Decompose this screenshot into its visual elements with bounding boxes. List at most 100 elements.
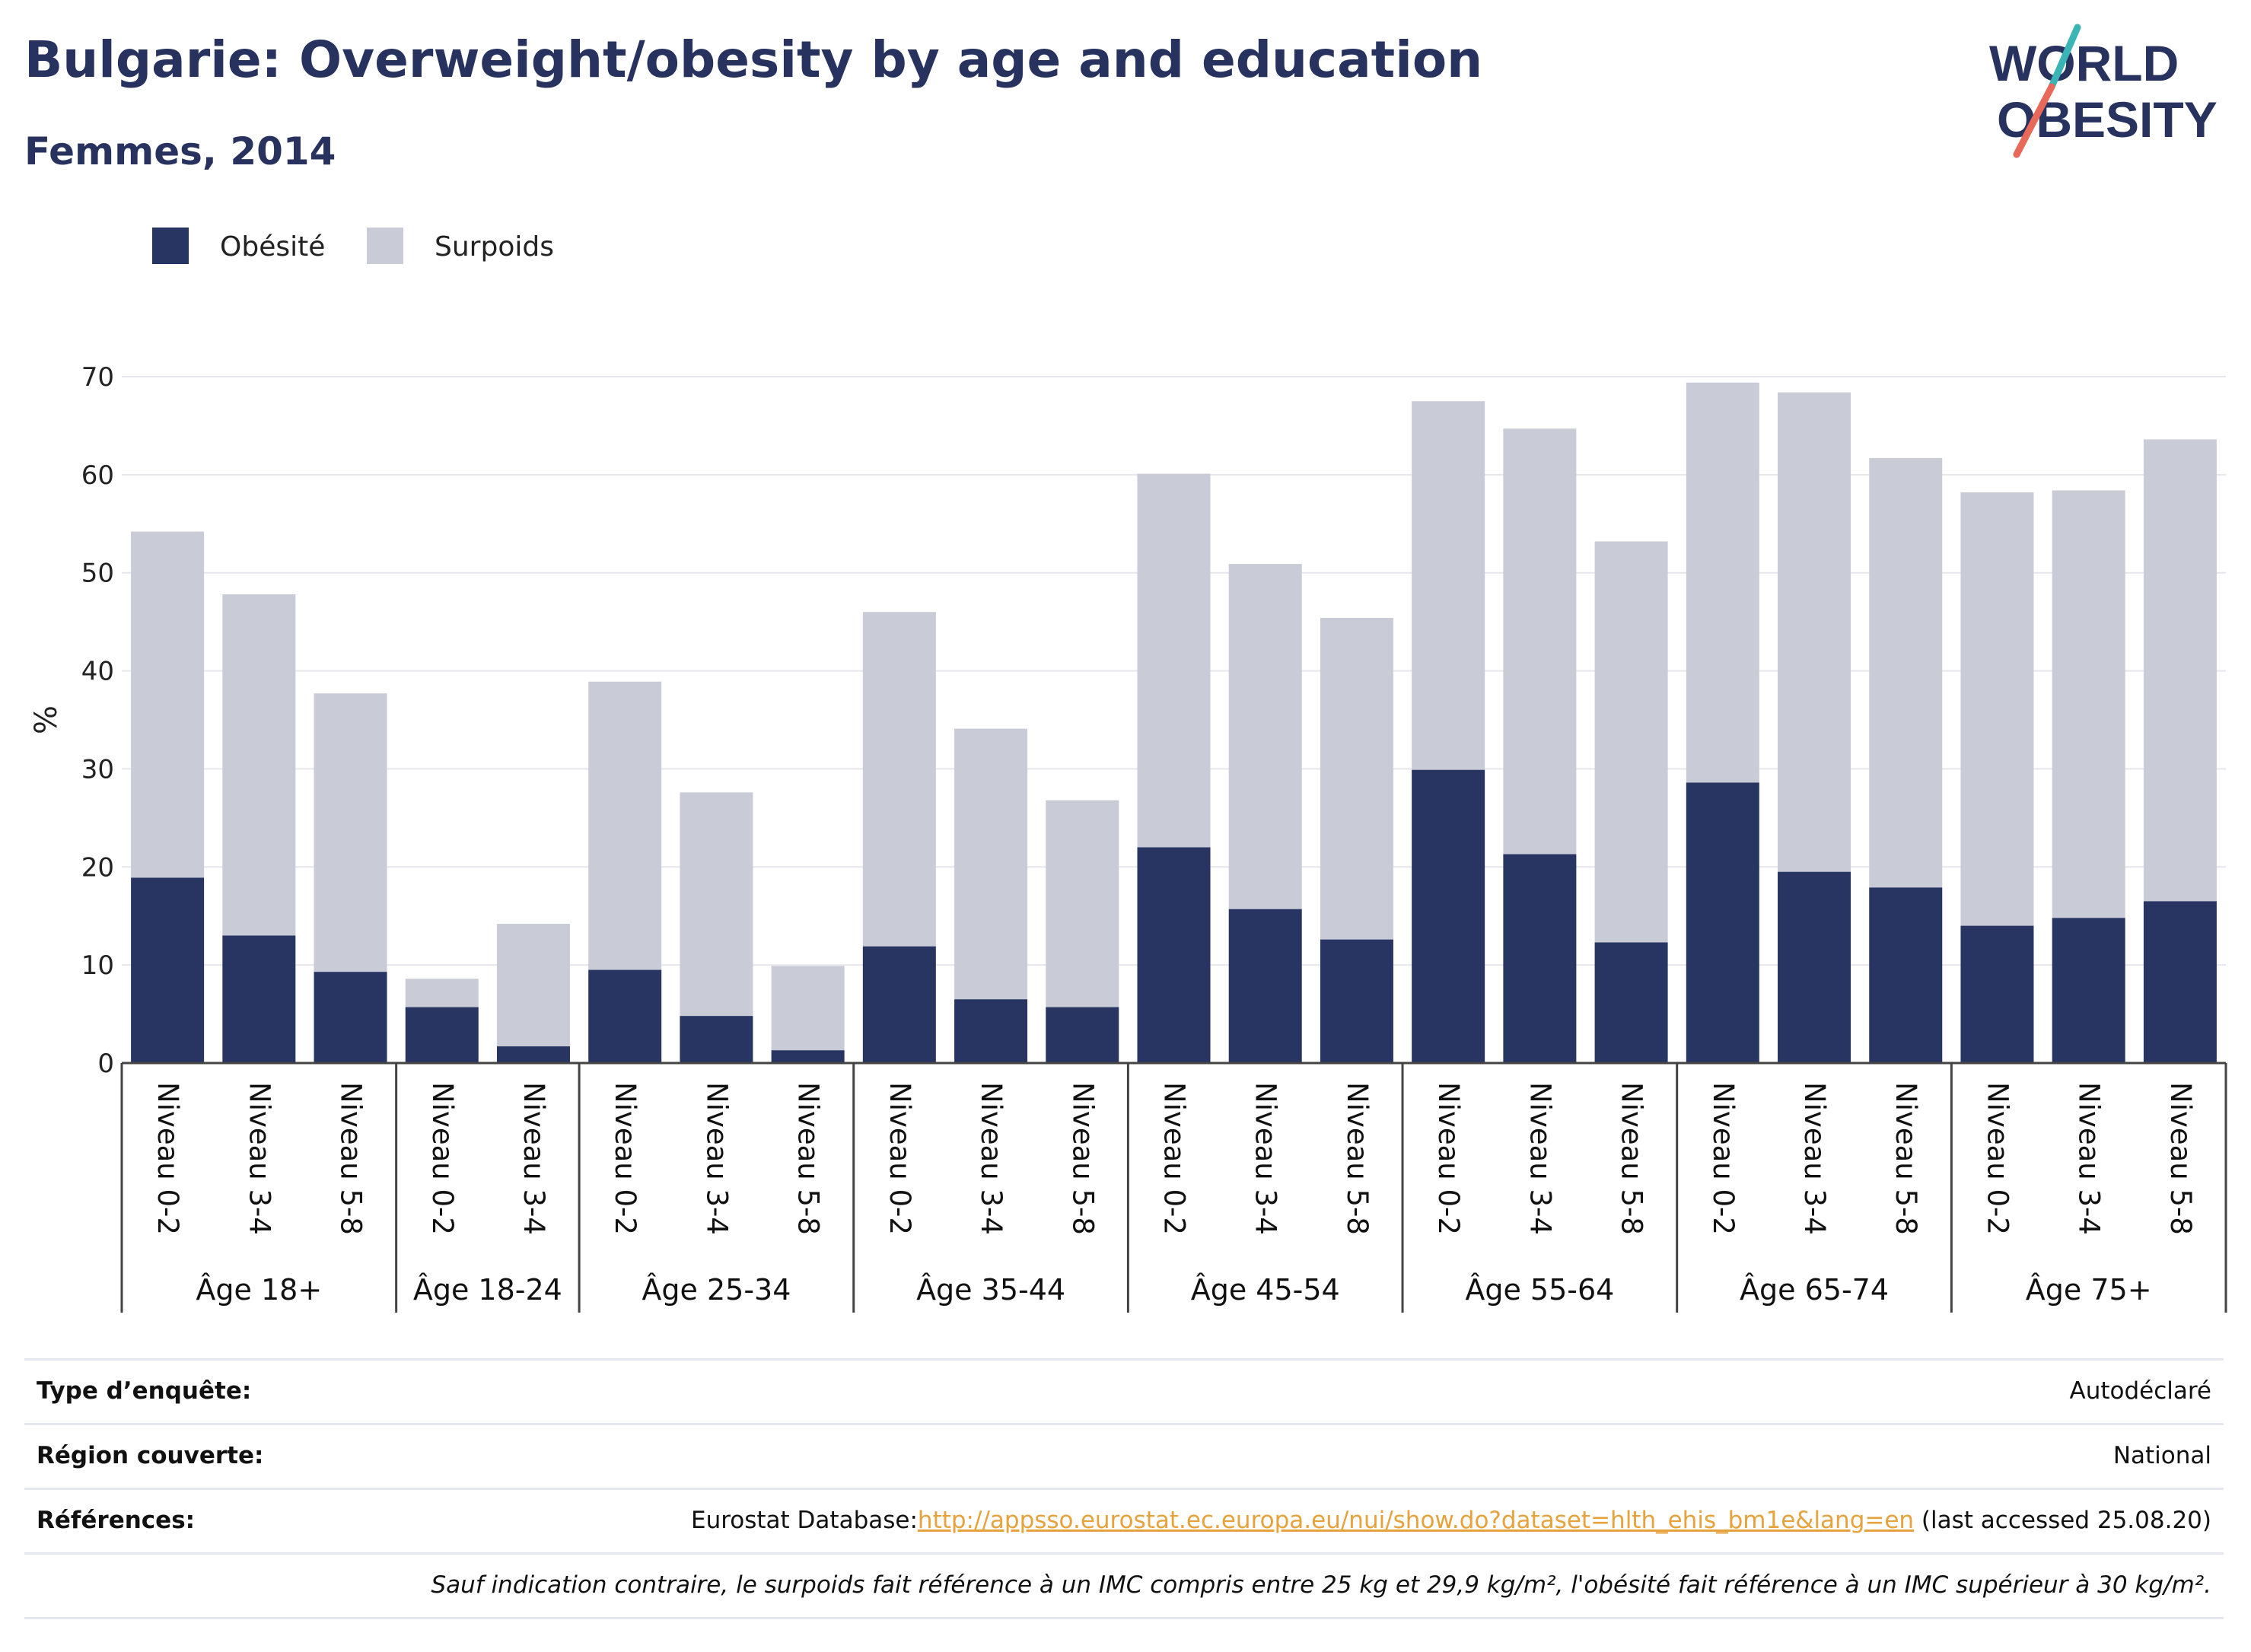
x-tick-label: Niveau 0-2 [609, 1082, 642, 1235]
world-obesity-logo: WORLD OBESITY [1989, 24, 2218, 158]
bar-obesity [1412, 769, 1485, 1063]
bar-overweight [1137, 473, 1211, 848]
references-suffix: (last accessed 25.08.20) [1914, 1507, 2211, 1534]
logo-line2: OBESITY [1997, 91, 2218, 148]
bar-overweight [405, 979, 479, 1007]
info-table: Type d’enquête: Autodéclaré Région couve… [24, 1358, 2224, 1619]
bar-obesity [1137, 847, 1211, 1063]
bar-overweight [1686, 382, 1759, 783]
bar-overweight [314, 693, 387, 972]
y-tick-label: 50 [81, 559, 114, 589]
bar-overweight [954, 728, 1028, 1000]
bar-obesity [222, 935, 296, 1063]
bar-overweight [1960, 492, 2034, 926]
logo-line1: WORLD [1989, 35, 2179, 91]
x-tick-label: Niveau 3-4 [1798, 1082, 1831, 1235]
x-tick-label: Niveau 5-8 [792, 1082, 825, 1235]
y-tick-label: 0 [97, 1049, 114, 1079]
x-tick-label: Niveau 0-2 [1432, 1082, 1465, 1235]
references-value: Eurostat Database:http://appsso.eurostat… [691, 1507, 2211, 1534]
x-tick-label: Niveau 5-8 [1616, 1082, 1648, 1235]
group-label: Âge 65-74 [1740, 1273, 1889, 1307]
bar-obesity [1503, 854, 1577, 1063]
bar-overweight [1412, 401, 1485, 770]
bar-obesity [1320, 939, 1393, 1063]
references-label: Références: [37, 1507, 196, 1534]
survey-type-row: Type d’enquête: Autodéclaré [24, 1358, 2224, 1423]
bar-obesity [1046, 1007, 1119, 1063]
group-label: Âge 35-44 [916, 1273, 1065, 1307]
y-tick-label: 10 [81, 950, 114, 981]
x-tick-label: Niveau 5-8 [1890, 1082, 1922, 1235]
y-tick-label: 30 [81, 754, 114, 785]
legend-label-obesity: Obésité [220, 231, 325, 263]
bar-chart: Obésité Surpoids 0 10 20 30 40 50 60 70% Niveau 0-… [29, 228, 2227, 1313]
logo-red-stroke [2013, 83, 2055, 158]
bar-obesity [2052, 918, 2125, 1063]
bar-overweight [496, 924, 570, 1047]
x-tick-label: Niveau 0-2 [151, 1082, 184, 1235]
y-tick-label: 20 [81, 852, 114, 883]
bar-obesity [496, 1046, 570, 1063]
group-label: Âge 45-54 [1191, 1273, 1340, 1307]
references-prefix: Eurostat Database: [690, 1507, 918, 1534]
x-tick-label: Niveau 3-4 [1523, 1082, 1556, 1235]
definition-note: Sauf indication contraire, le surpoids f… [431, 1571, 2211, 1599]
bar-overweight [222, 594, 296, 936]
bar-overweight [1869, 457, 1943, 888]
region-row: Région couverte: National [24, 1423, 2224, 1488]
legend-swatch-overweight [367, 228, 403, 264]
x-tick-label: Niveau 0-2 [884, 1082, 916, 1235]
x-tick-label: Niveau 0-2 [1158, 1082, 1191, 1235]
bar-overweight [2143, 439, 2217, 902]
legend-swatch-obesity [152, 228, 189, 264]
group-label: Âge 55-64 [1465, 1273, 1614, 1307]
y-tick-label: 70 [81, 362, 114, 393]
bar-overweight [1320, 617, 1393, 940]
eurostat-link[interactable]: http://appsso.eurostat.ec.europa.eu/nui/… [917, 1507, 1915, 1534]
bar-obesity [1228, 909, 1302, 1063]
bar-obesity [954, 999, 1028, 1063]
bar-obesity [405, 1007, 479, 1063]
x-tick-label: Niveau 5-8 [1341, 1082, 1374, 1235]
bar-overweight [680, 792, 753, 1017]
bar-obesity [1686, 782, 1759, 1063]
bar-overweight [1503, 428, 1577, 855]
group-label: Âge 75+ [2026, 1273, 2152, 1307]
group-label: Âge 25-34 [642, 1273, 791, 1307]
group-label: Âge 18+ [196, 1273, 322, 1307]
survey-type-value: Autodéclaré [2069, 1377, 2211, 1405]
bar-overweight [588, 681, 662, 970]
x-tick-label: Niveau 0-2 [1981, 1082, 2014, 1235]
bar-obesity [1594, 942, 1668, 1063]
chart-title: Bulgarie: Overweight/obesity by age and … [24, 30, 1483, 89]
region-value: National [2113, 1442, 2211, 1469]
bar-overweight [1228, 564, 1302, 909]
x-tick-label: Niveau 0-2 [1707, 1082, 1740, 1235]
note-row: Sauf indication contraire, le surpoids f… [24, 1552, 2224, 1619]
bar-obesity [314, 972, 387, 1063]
legend-label-overweight: Surpoids [435, 231, 554, 263]
x-tick-label: Niveau 3-4 [975, 1082, 1008, 1235]
x-tick-label: Niveau 3-4 [517, 1082, 550, 1235]
references-row: Références: Eurostat Database:http://app… [24, 1488, 2224, 1552]
y-axis-label: % [29, 705, 64, 734]
bar-overweight [1778, 392, 1851, 872]
logo-teal-stroke [2048, 24, 2081, 91]
y-tick-label: 40 [81, 657, 114, 687]
bar-overweight [862, 612, 936, 947]
bar-obesity [588, 969, 662, 1063]
bar-overweight [131, 531, 205, 878]
x-tick-label: Niveau 0-2 [426, 1082, 459, 1235]
bar-obesity [131, 877, 205, 1063]
x-tick-label: Niveau 5-8 [2164, 1082, 2197, 1235]
x-tick-label: Niveau 3-4 [2073, 1082, 2106, 1235]
bar-obesity [2143, 901, 2217, 1063]
chart-subtitle: Femmes, 2014 [24, 129, 336, 173]
bar-obesity [1960, 925, 2034, 1063]
bar-obesity [771, 1050, 845, 1063]
survey-type-label: Type d’enquête: [37, 1377, 252, 1405]
bar-overweight [771, 966, 845, 1051]
x-tick-label: Niveau 3-4 [1250, 1082, 1282, 1235]
x-tick-label: Niveau 3-4 [243, 1082, 275, 1235]
